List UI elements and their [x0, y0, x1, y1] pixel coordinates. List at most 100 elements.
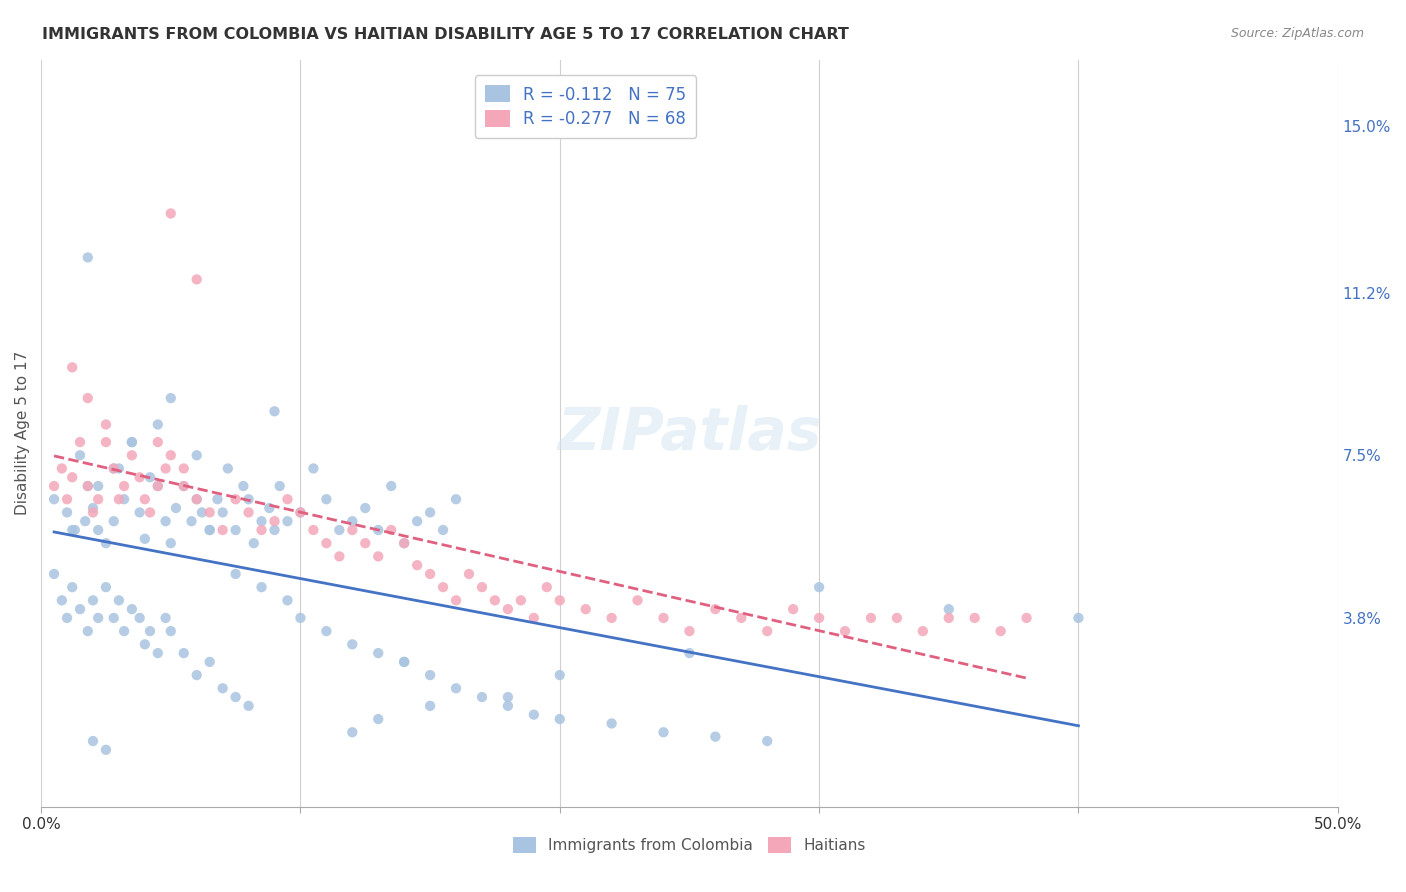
Point: [112, 479, 135, 493]
Point: [392, 536, 415, 550]
Point: [238, 505, 260, 519]
Point: [121, 435, 143, 450]
Point: [886, 611, 908, 625]
Point: [523, 707, 546, 722]
Point: [155, 611, 177, 625]
Point: [380, 479, 402, 493]
Y-axis label: Disability Age 5 to 17: Disability Age 5 to 17: [15, 351, 30, 516]
Point: [276, 593, 298, 607]
Point: [354, 501, 377, 516]
Point: [938, 602, 960, 616]
Point: [103, 514, 125, 528]
Point: [600, 611, 623, 625]
Point: [146, 646, 169, 660]
Point: [704, 730, 727, 744]
Point: [250, 514, 273, 528]
Point: [392, 655, 415, 669]
Point: [225, 523, 247, 537]
Point: [42, 479, 65, 493]
Point: [159, 448, 181, 462]
Point: [419, 698, 441, 713]
Point: [392, 655, 415, 669]
Point: [444, 681, 467, 696]
Point: [76, 479, 98, 493]
Text: ZIPatlas: ZIPatlas: [557, 405, 821, 462]
Point: [139, 505, 162, 519]
Point: [134, 532, 156, 546]
Point: [315, 536, 337, 550]
Point: [186, 448, 208, 462]
Point: [139, 624, 162, 639]
Point: [128, 611, 150, 625]
Point: [76, 391, 98, 405]
Point: [263, 404, 285, 418]
Point: [938, 611, 960, 625]
Point: [60, 360, 83, 375]
Point: [87, 523, 110, 537]
Point: [367, 712, 389, 726]
Point: [652, 725, 675, 739]
Point: [60, 470, 83, 484]
Point: [173, 479, 195, 493]
Point: [87, 611, 110, 625]
Point: [108, 492, 131, 507]
Point: [76, 251, 98, 265]
Point: [69, 435, 91, 450]
Text: IMMIGRANTS FROM COLOMBIA VS HAITIAN DISABILITY AGE 5 TO 17 CORRELATION CHART: IMMIGRANTS FROM COLOMBIA VS HAITIAN DISA…: [42, 27, 849, 42]
Point: [146, 479, 169, 493]
Point: [186, 492, 208, 507]
Point: [263, 523, 285, 537]
Point: [173, 461, 195, 475]
Point: [328, 549, 350, 564]
Point: [990, 624, 1012, 639]
Point: [496, 602, 519, 616]
Point: [94, 580, 117, 594]
Point: [155, 461, 177, 475]
Point: [1015, 611, 1038, 625]
Point: [290, 505, 312, 519]
Point: [82, 593, 104, 607]
Point: [392, 536, 415, 550]
Point: [60, 580, 83, 594]
Point: [342, 637, 364, 651]
Point: [432, 523, 454, 537]
Point: [139, 470, 162, 484]
Point: [756, 734, 779, 748]
Point: [367, 523, 389, 537]
Point: [108, 461, 131, 475]
Point: [94, 435, 117, 450]
Point: [250, 523, 273, 537]
Point: [94, 417, 117, 432]
Point: [238, 698, 260, 713]
Point: [165, 501, 187, 516]
Point: [56, 611, 79, 625]
Point: [523, 611, 546, 625]
Point: [134, 492, 156, 507]
Point: [51, 593, 73, 607]
Point: [238, 492, 260, 507]
Text: Source: ZipAtlas.com: Source: ZipAtlas.com: [1230, 27, 1364, 40]
Point: [76, 479, 98, 493]
Point: [146, 435, 169, 450]
Point: [471, 580, 494, 594]
Point: [51, 461, 73, 475]
Point: [56, 505, 79, 519]
Point: [159, 536, 181, 550]
Point: [406, 558, 429, 573]
Point: [419, 566, 441, 581]
Point: [756, 624, 779, 639]
Point: [94, 536, 117, 550]
Point: [444, 593, 467, 607]
Point: [159, 624, 181, 639]
Point: [1067, 611, 1090, 625]
Point: [75, 514, 97, 528]
Point: [180, 514, 202, 528]
Point: [315, 492, 337, 507]
Point: [626, 593, 648, 607]
Point: [536, 580, 558, 594]
Point: [342, 523, 364, 537]
Point: [834, 624, 856, 639]
Point: [225, 492, 247, 507]
Point: [380, 523, 402, 537]
Point: [250, 580, 273, 594]
